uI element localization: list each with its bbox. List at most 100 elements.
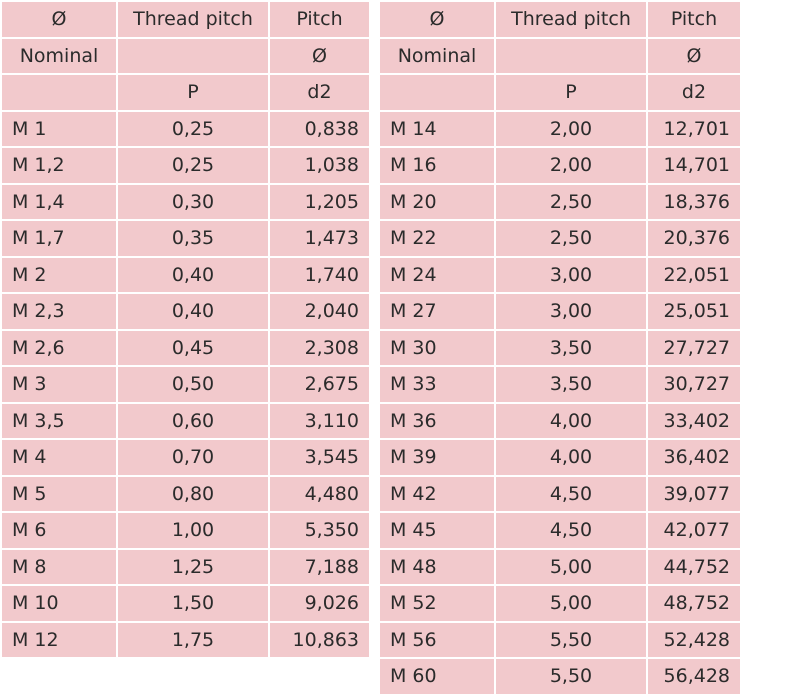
data-cell: 4,50	[496, 513, 646, 548]
data-cell: 10,863	[270, 622, 369, 657]
data-row: M 14 2,00 12,701	[380, 111, 740, 146]
data-row: M 24 3,00 22,051	[380, 257, 740, 292]
data-cell: M 10	[2, 586, 116, 621]
header-cell: Thread pitch	[496, 2, 646, 37]
data-cell: M 24	[380, 257, 494, 292]
data-cell: M 1	[2, 111, 116, 146]
data-row: M 27 3,00 25,051	[380, 294, 740, 329]
data-row: M 1,7 0,35 1,473	[2, 221, 369, 256]
data-row: M 1,2 0,25 1,038	[2, 148, 369, 183]
data-cell: 2,040	[270, 294, 369, 329]
data-cell: M 45	[380, 513, 494, 548]
data-cell: 30,727	[648, 367, 740, 402]
data-cell: M 16	[380, 148, 494, 183]
data-cell: 2,00	[496, 148, 646, 183]
header-cell	[496, 38, 646, 73]
data-cell: 4,480	[270, 476, 369, 511]
header-cell: Ø	[270, 38, 369, 73]
data-cell: 2,00	[496, 111, 646, 146]
data-row: M 52 5,00 48,752	[380, 586, 740, 621]
data-row: M 6 1,00 5,350	[2, 513, 369, 548]
data-row: M 2 0,40 1,740	[2, 257, 369, 292]
header-row: Nominal Ø	[380, 38, 740, 73]
data-cell: 5,00	[496, 586, 646, 621]
data-cell: M 36	[380, 403, 494, 438]
data-row: M 1 0,25 0,838	[2, 111, 369, 146]
data-cell: M 3,5	[2, 403, 116, 438]
data-cell: M 12	[2, 622, 116, 657]
data-row: M 4 0,70 3,545	[2, 440, 369, 475]
data-cell: 0,40	[118, 257, 268, 292]
data-cell: 1,00	[118, 513, 268, 548]
header-row: Nominal Ø	[2, 38, 369, 73]
data-cell: 9,026	[270, 586, 369, 621]
header-row: Ø Thread pitch Pitch	[380, 2, 740, 37]
data-row: M 42 4,50 39,077	[380, 476, 740, 511]
data-cell: 27,727	[648, 330, 740, 365]
data-cell: M 4	[2, 440, 116, 475]
data-row: M 2,3 0,40 2,040	[2, 294, 369, 329]
data-cell: 3,110	[270, 403, 369, 438]
data-row: M 30 3,50 27,727	[380, 330, 740, 365]
data-cell: 2,308	[270, 330, 369, 365]
data-cell: 0,40	[118, 294, 268, 329]
data-cell: 56,428	[648, 659, 740, 694]
data-cell: 3,545	[270, 440, 369, 475]
data-cell: M 2,6	[2, 330, 116, 365]
data-cell: M 48	[380, 549, 494, 584]
header-cell	[118, 38, 268, 73]
data-cell: M 5	[2, 476, 116, 511]
data-cell: M 1,2	[2, 148, 116, 183]
header-cell: Pitch	[648, 2, 740, 37]
data-cell: 44,752	[648, 549, 740, 584]
data-cell: M 30	[380, 330, 494, 365]
data-cell: 3,00	[496, 294, 646, 329]
data-cell: M 22	[380, 221, 494, 256]
header-cell: Nominal	[380, 38, 494, 73]
data-row: M 56 5,50 52,428	[380, 622, 740, 657]
header-cell: P	[496, 75, 646, 110]
data-cell: 1,50	[118, 586, 268, 621]
data-cell: 5,50	[496, 622, 646, 657]
data-row: M 8 1,25 7,188	[2, 549, 369, 584]
data-cell: M 42	[380, 476, 494, 511]
data-cell: 25,051	[648, 294, 740, 329]
data-cell: 14,701	[648, 148, 740, 183]
data-row: M 3 0,50 2,675	[2, 367, 369, 402]
data-cell: M 39	[380, 440, 494, 475]
data-row: M 5 0,80 4,480	[2, 476, 369, 511]
data-row: M 16 2,00 14,701	[380, 148, 740, 183]
data-cell: 0,30	[118, 184, 268, 219]
data-cell: 4,00	[496, 440, 646, 475]
header-cell	[2, 75, 116, 110]
data-cell: 18,376	[648, 184, 740, 219]
data-cell: 33,402	[648, 403, 740, 438]
data-cell: M 8	[2, 549, 116, 584]
header-cell: Thread pitch	[118, 2, 268, 37]
data-cell: 0,45	[118, 330, 268, 365]
data-cell: 39,077	[648, 476, 740, 511]
data-cell: M 60	[380, 659, 494, 694]
data-cell: 4,50	[496, 476, 646, 511]
header-cell	[380, 75, 494, 110]
data-row: M 39 4,00 36,402	[380, 440, 740, 475]
data-cell: M 2,3	[2, 294, 116, 329]
data-row: M 10 1,50 9,026	[2, 586, 369, 621]
data-cell: 22,051	[648, 257, 740, 292]
data-cell: 2,675	[270, 367, 369, 402]
data-cell: 0,50	[118, 367, 268, 402]
data-cell: 0,60	[118, 403, 268, 438]
data-row: M 60 5,50 56,428	[380, 659, 740, 694]
data-cell: 1,473	[270, 221, 369, 256]
header-cell: Pitch	[270, 2, 369, 37]
data-cell: M 33	[380, 367, 494, 402]
data-cell: 5,350	[270, 513, 369, 548]
header-cell: Ø	[2, 2, 116, 37]
data-cell: 3,00	[496, 257, 646, 292]
data-cell: 0,838	[270, 111, 369, 146]
data-cell: 4,00	[496, 403, 646, 438]
data-cell: 5,00	[496, 549, 646, 584]
